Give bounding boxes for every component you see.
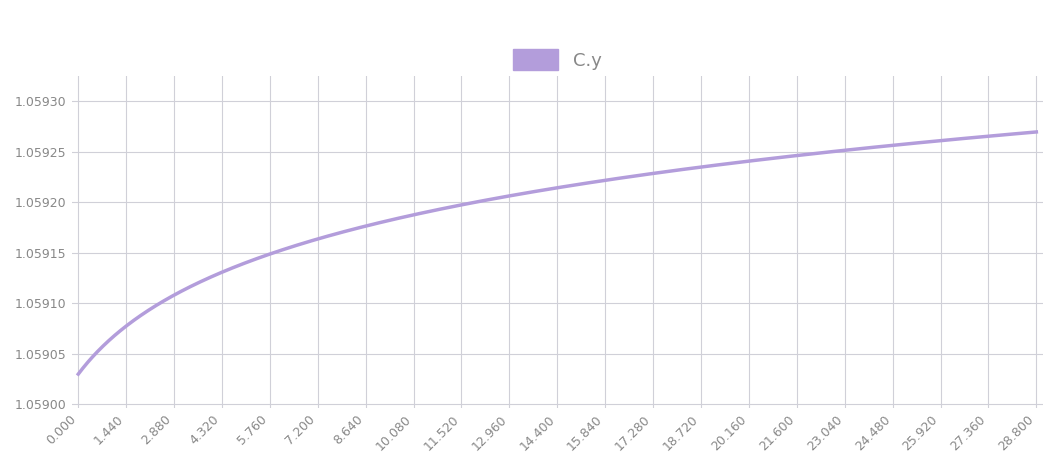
Legend: C.y: C.y	[506, 42, 608, 77]
